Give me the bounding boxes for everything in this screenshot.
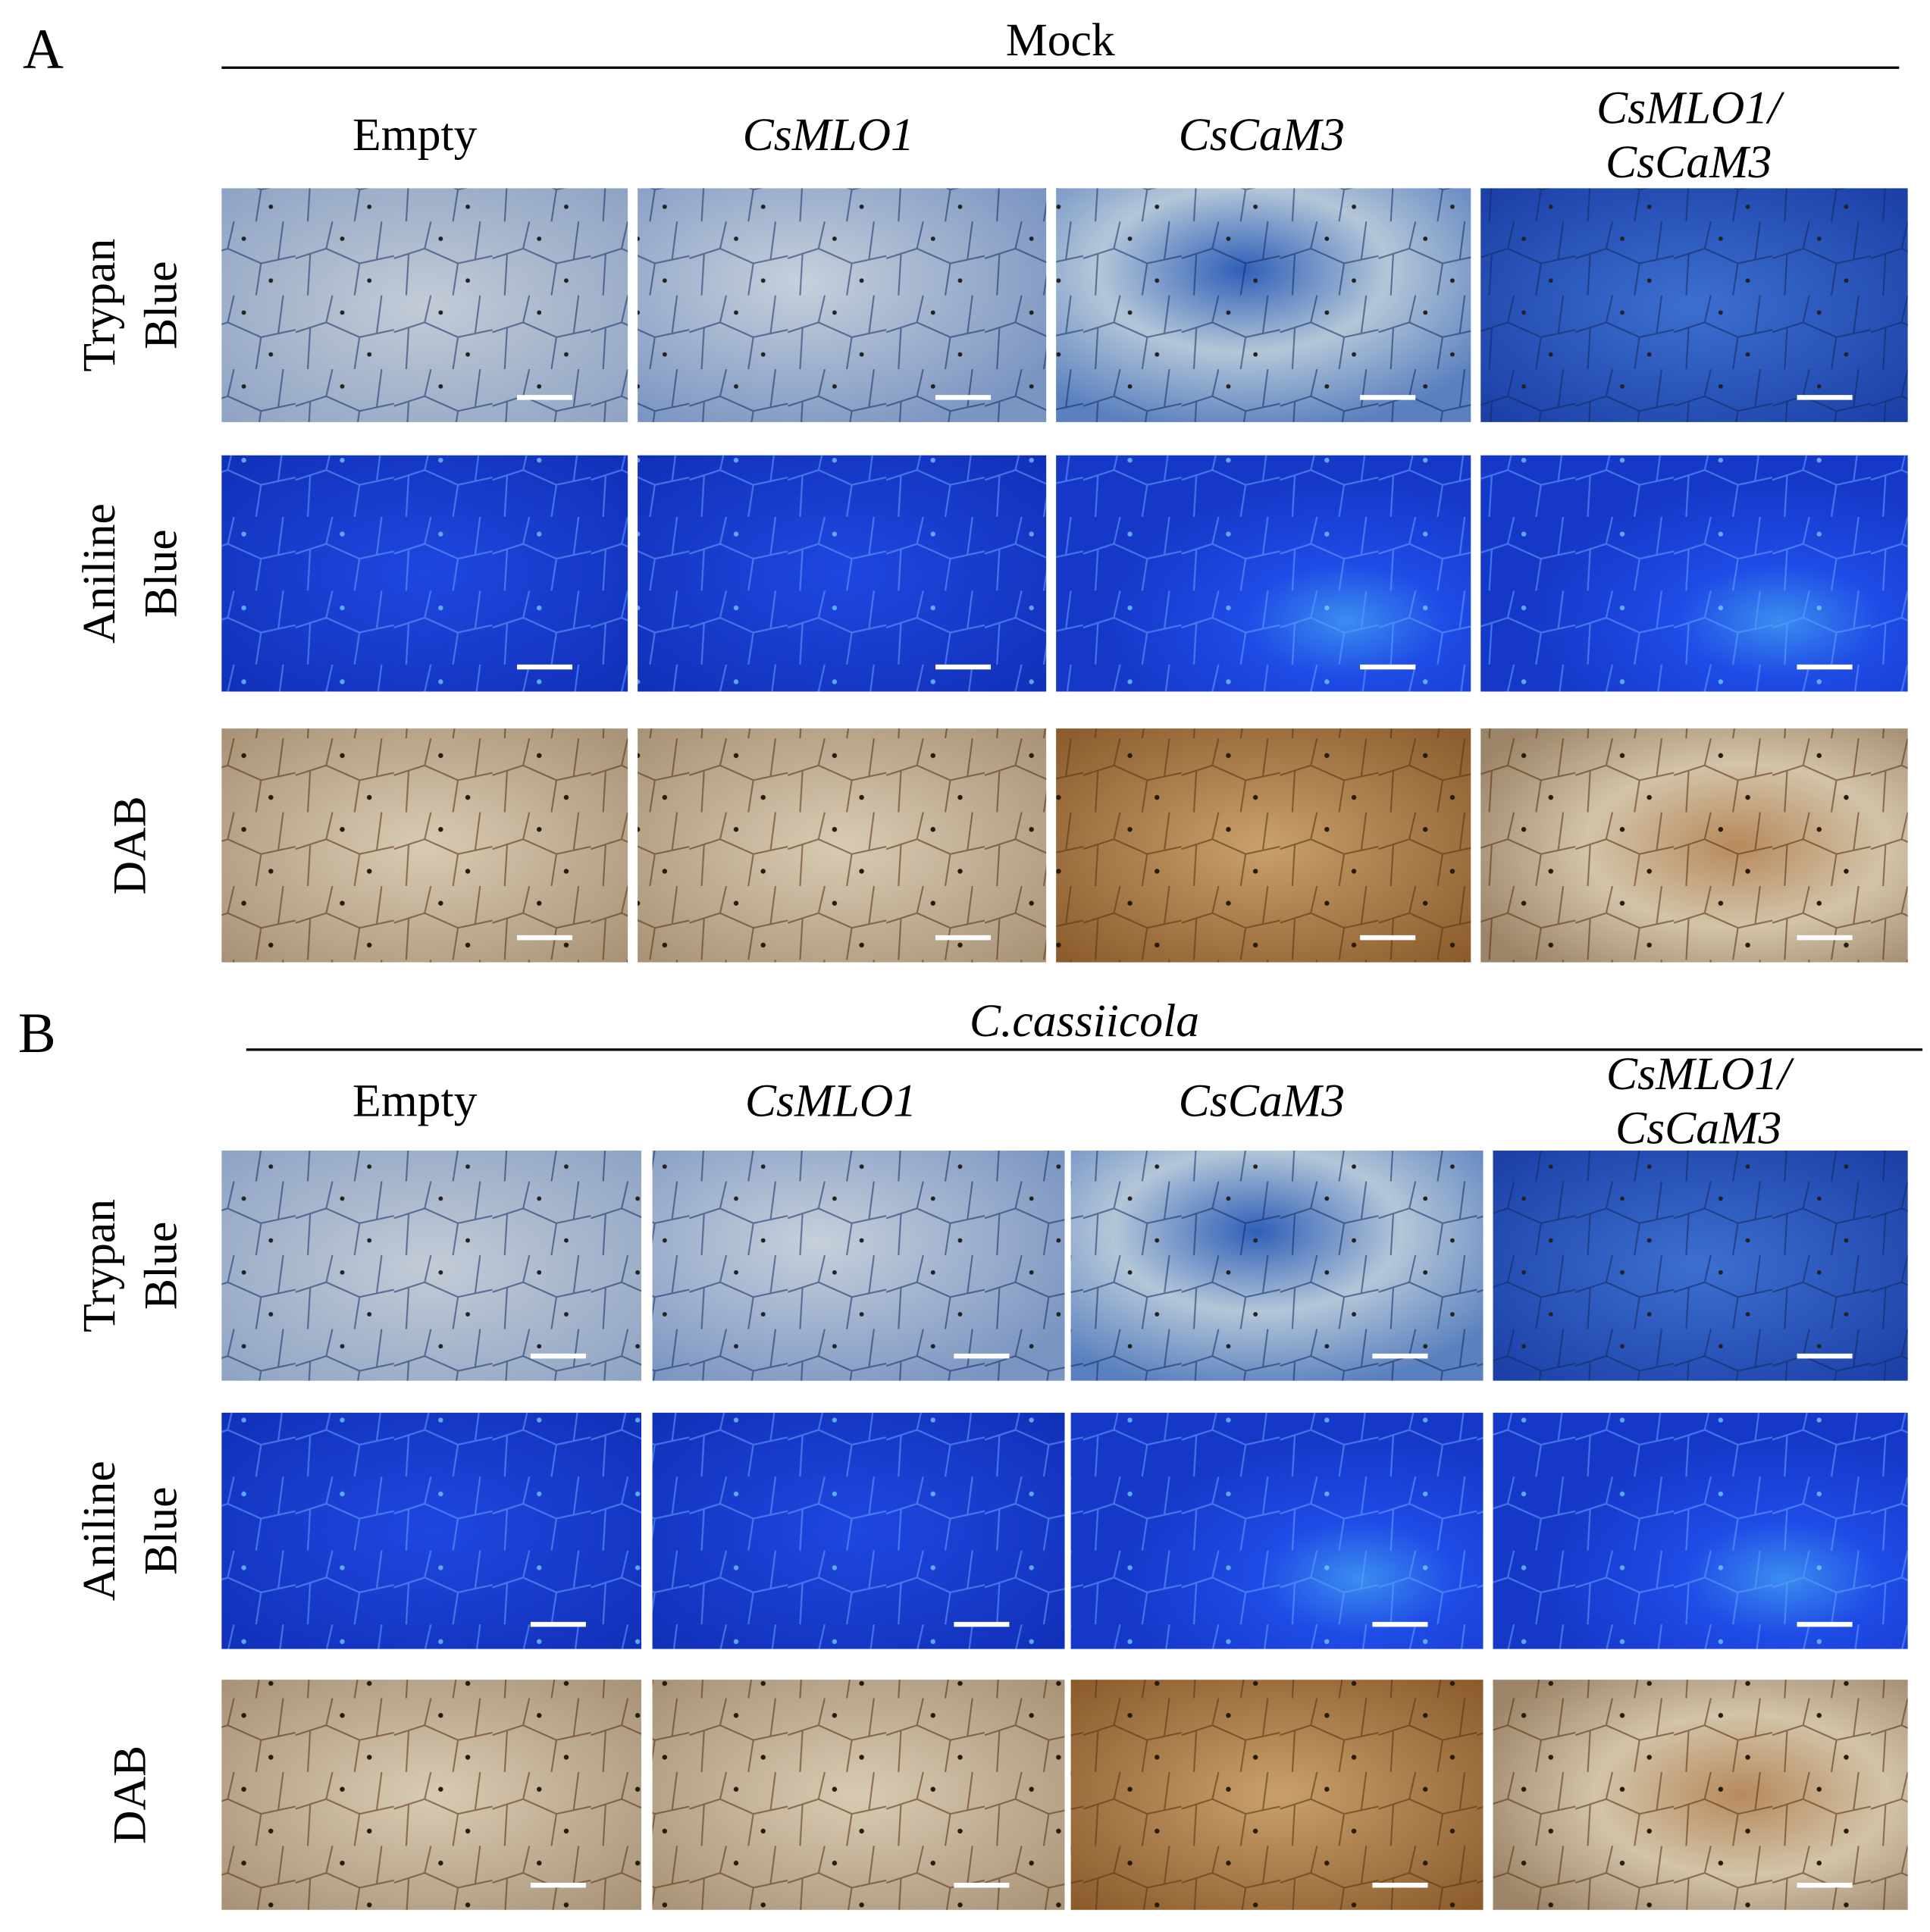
column-header: CsMLO1 (743, 109, 914, 161)
micrograph-texture (221, 188, 628, 422)
micrograph (1070, 1151, 1484, 1381)
row-label: Blue (135, 261, 186, 349)
micrograph (1056, 188, 1471, 422)
micrograph (221, 1680, 642, 1910)
micrograph (221, 188, 628, 422)
micrograph-texture (1056, 188, 1471, 422)
row-label: Trypan (74, 1199, 125, 1332)
micrograph (1493, 1151, 1908, 1381)
micrograph (221, 728, 628, 963)
micrograph-texture (1070, 1680, 1484, 1910)
micrograph-texture (1493, 1151, 1908, 1381)
micrograph-texture (638, 188, 1047, 422)
micrograph-texture (221, 1151, 642, 1381)
micrograph (1480, 455, 1908, 692)
micrograph-texture (1493, 1412, 1908, 1649)
row-label: Aniline (74, 1461, 125, 1601)
column-header: CsCaM3 (1179, 1076, 1345, 1127)
panel-label: B (18, 1002, 56, 1065)
row-label: Blue (135, 1222, 186, 1310)
row-label: Aniline (74, 503, 125, 643)
row-label: Blue (135, 529, 186, 618)
micrograph (1070, 1412, 1484, 1649)
micrograph (1056, 455, 1471, 692)
micrograph (638, 728, 1047, 963)
micrograph (1070, 1680, 1484, 1910)
micrograph-texture (1480, 188, 1908, 422)
micrograph (1493, 1680, 1908, 1910)
row-label: Blue (135, 1486, 186, 1575)
micrograph-texture (221, 728, 628, 963)
micrograph-texture (221, 455, 628, 692)
micrograph-texture (652, 1680, 1065, 1910)
micrograph-texture (221, 1680, 642, 1910)
micrograph-texture (652, 1151, 1065, 1381)
micrograph (1056, 728, 1471, 963)
micrograph (652, 1412, 1065, 1649)
column-header: CsMLO1 (745, 1076, 916, 1127)
micrograph-texture (1480, 455, 1908, 692)
micrograph-texture (1056, 728, 1471, 963)
micrograph-texture (1493, 1680, 1908, 1910)
micrograph-texture (638, 728, 1047, 963)
micrograph-texture (1056, 455, 1471, 692)
micrograph (1480, 728, 1908, 963)
row-label: DAB (105, 1746, 156, 1844)
micrograph (1480, 188, 1908, 422)
micrograph (1493, 1412, 1908, 1649)
micrograph (652, 1680, 1065, 1910)
micrograph-texture (221, 1412, 642, 1649)
column-header: Empty (352, 1076, 478, 1127)
panel-title: Mock (1006, 14, 1115, 66)
micrograph-texture (1070, 1151, 1484, 1381)
micrograph-texture (1480, 728, 1908, 963)
row-label: DAB (105, 796, 156, 894)
column-header: CsMLO1/ (1606, 1048, 1794, 1100)
column-header: CsCaM3 (1615, 1102, 1781, 1154)
column-header: CsCaM3 (1179, 109, 1345, 161)
micrograph (638, 188, 1047, 422)
panel-title: C.cassiicola (970, 995, 1199, 1047)
micrograph (638, 455, 1047, 692)
micrograph-texture (638, 455, 1047, 692)
column-header: CsCaM3 (1606, 136, 1772, 188)
row-label: Trypan (74, 239, 125, 372)
micrograph-texture (1070, 1412, 1484, 1649)
micrograph (221, 455, 628, 692)
column-header: Empty (352, 109, 478, 161)
micrograph-texture (652, 1412, 1065, 1649)
panel-label: A (23, 17, 64, 80)
micrograph (221, 1412, 642, 1649)
micrograph (221, 1151, 642, 1381)
micrograph (652, 1151, 1065, 1381)
column-header: CsMLO1/ (1596, 82, 1784, 133)
